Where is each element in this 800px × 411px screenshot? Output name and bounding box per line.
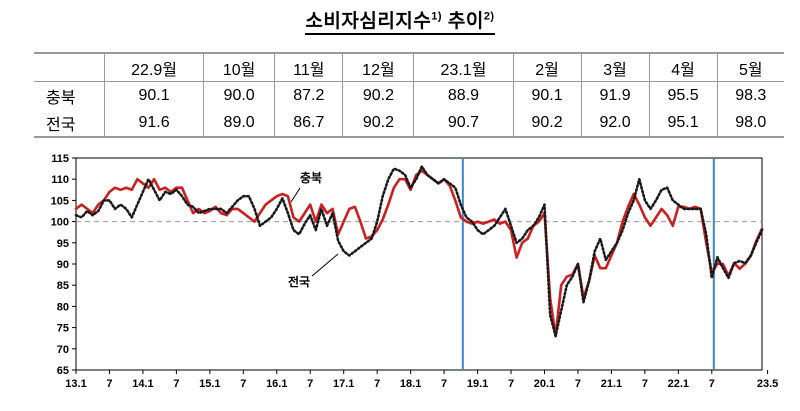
table-cell: 90.7 — [413, 109, 514, 137]
x-tick-label: 14.1 — [132, 378, 153, 390]
y-tick-label: 105 — [51, 195, 69, 207]
table-cell: 98.0 — [716, 109, 784, 137]
x-tick-label: 19.1 — [467, 378, 488, 390]
table-header-cell: 3월 — [580, 53, 650, 82]
x-tick-label: 23.5 — [757, 378, 778, 390]
x-tick-label: 7 — [106, 378, 112, 390]
table-cell: 95.5 — [648, 81, 718, 109]
series-line-national — [74, 165, 764, 338]
table-header-cell: 11월 — [274, 53, 343, 82]
y-tick-label: 80 — [57, 301, 69, 313]
table-cell: 90.1 — [512, 81, 582, 109]
summary-table: 22.9월 10월 11월 12월 23.1월 2월 3월 4월 5월 충북 9… — [34, 52, 784, 138]
x-tick-label: 20.1 — [534, 378, 555, 390]
page-title: 소비자심리지수1) 추이2) — [0, 6, 800, 35]
x-tick-label: 7 — [307, 378, 313, 390]
table-header-cell: 4월 — [648, 53, 718, 82]
annotation-label-chungbuk: 충북 — [300, 170, 322, 185]
table-header-row: 22.9월 10월 11월 12월 23.1월 2월 3월 4월 5월 — [34, 53, 784, 82]
x-tick-label: 7 — [173, 378, 179, 390]
x-tick-label: 7 — [642, 378, 648, 390]
table-cell: 92.0 — [580, 109, 650, 137]
x-tick-label: 7 — [508, 378, 514, 390]
table-header-cell: 22.9월 — [103, 53, 204, 82]
table-cell: 87.2 — [274, 81, 343, 109]
line-chart: 65 70 75 80 85 90 95 100 105 110 115 13.1 7 14.1 7 15.1… — [51, 153, 779, 390]
annotation-label-national: 전국 — [288, 274, 310, 289]
table-header-cell: 5월 — [716, 53, 784, 82]
table-header-cell: 12월 — [342, 53, 414, 82]
table-cell: 90.2 — [342, 109, 414, 137]
x-tick-label: 7 — [709, 378, 715, 390]
table-corner-cell — [34, 53, 105, 82]
table-row: 충북 90.1 90.0 87.2 90.2 88.9 90.1 91.9 95… — [34, 81, 784, 109]
title-footnote-2: 2) — [483, 10, 495, 23]
annotation-leader-chungbuk — [290, 187, 301, 203]
table-cell: 98.3 — [716, 81, 784, 109]
table-cell: 88.9 — [413, 81, 514, 109]
table-row-label: 충북 — [46, 89, 76, 107]
x-tick-label: 7 — [374, 378, 380, 390]
y-tick-label: 75 — [57, 323, 69, 335]
annotation-leader-national — [311, 253, 339, 277]
y-tick-label: 70 — [57, 344, 69, 356]
x-tick-label: 17.1 — [333, 378, 354, 390]
x-tick-label: 22.1 — [668, 378, 689, 390]
x-tick-label: 7 — [575, 378, 581, 390]
table-cell: 90.1 — [103, 81, 204, 109]
plot-frame — [75, 157, 763, 371]
table-cell: 90.2 — [512, 109, 582, 137]
title-main: 소비자심리지수 — [305, 11, 432, 32]
table-cell: 90.2 — [342, 81, 414, 109]
y-tick-label: 95 — [57, 238, 69, 250]
table-row-label: 전국 — [46, 116, 76, 134]
table-header-cell: 2월 — [512, 53, 582, 82]
title-rest: 추이 — [442, 11, 484, 32]
table-cell: 91.9 — [580, 81, 650, 109]
title-underlined: 소비자심리지수1) 추이2) — [305, 10, 495, 35]
table-cell: 95.1 — [648, 109, 718, 137]
table-cell: 90.0 — [203, 81, 275, 109]
table-cell: 89.0 — [203, 109, 275, 137]
x-tick-label: 16.1 — [266, 378, 287, 390]
x-tick-label: 15.1 — [199, 378, 220, 390]
y-tick-label: 110 — [51, 174, 69, 186]
y-tick-label: 85 — [57, 280, 69, 292]
table-cell: 91.6 — [103, 109, 204, 137]
x-tick-label: 7 — [441, 378, 447, 390]
y-tick-label: 100 — [51, 217, 69, 229]
table-header-cell: 23.1월 — [413, 53, 514, 82]
table-header-cell: 10월 — [203, 53, 275, 82]
title-footnote-1: 1) — [431, 10, 443, 23]
y-tick-label: 90 — [57, 259, 69, 271]
x-tick-label: 21.1 — [601, 378, 622, 390]
y-tick-label: 115 — [51, 153, 69, 165]
x-tick-label: 13.1 — [65, 378, 86, 390]
x-tick-label: 18.1 — [400, 378, 421, 390]
x-tick-label: 7 — [240, 378, 246, 390]
table-cell: 86.7 — [274, 109, 343, 137]
y-tick-label: 65 — [57, 365, 69, 377]
table-row: 전국 91.6 89.0 86.7 90.2 90.7 90.2 92.0 95… — [34, 109, 784, 137]
